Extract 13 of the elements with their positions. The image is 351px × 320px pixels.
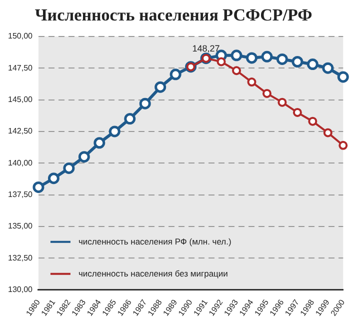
- chart-title: Численность населения РСФСР/РФ: [34, 6, 312, 25]
- y-tick-label: 135,00: [8, 222, 34, 231]
- y-tick-label: 137,50: [8, 190, 34, 200]
- annotation: 148,27: [192, 43, 220, 54]
- y-tick-label: 140,00: [8, 158, 34, 168]
- legend-label: численность населения без миграции: [78, 268, 228, 278]
- y-tick-label: 150,00: [8, 32, 34, 41]
- legend-label: численность населения РФ (млн. чел.): [78, 236, 232, 246]
- y-tick-label: 147,50: [8, 63, 34, 72]
- y-tick-label: 142,50: [8, 126, 34, 136]
- y-tick-label: 132,50: [8, 253, 34, 262]
- y-tick-label: 145,00: [8, 94, 34, 104]
- y-tick-label: 130,00: [8, 285, 34, 294]
